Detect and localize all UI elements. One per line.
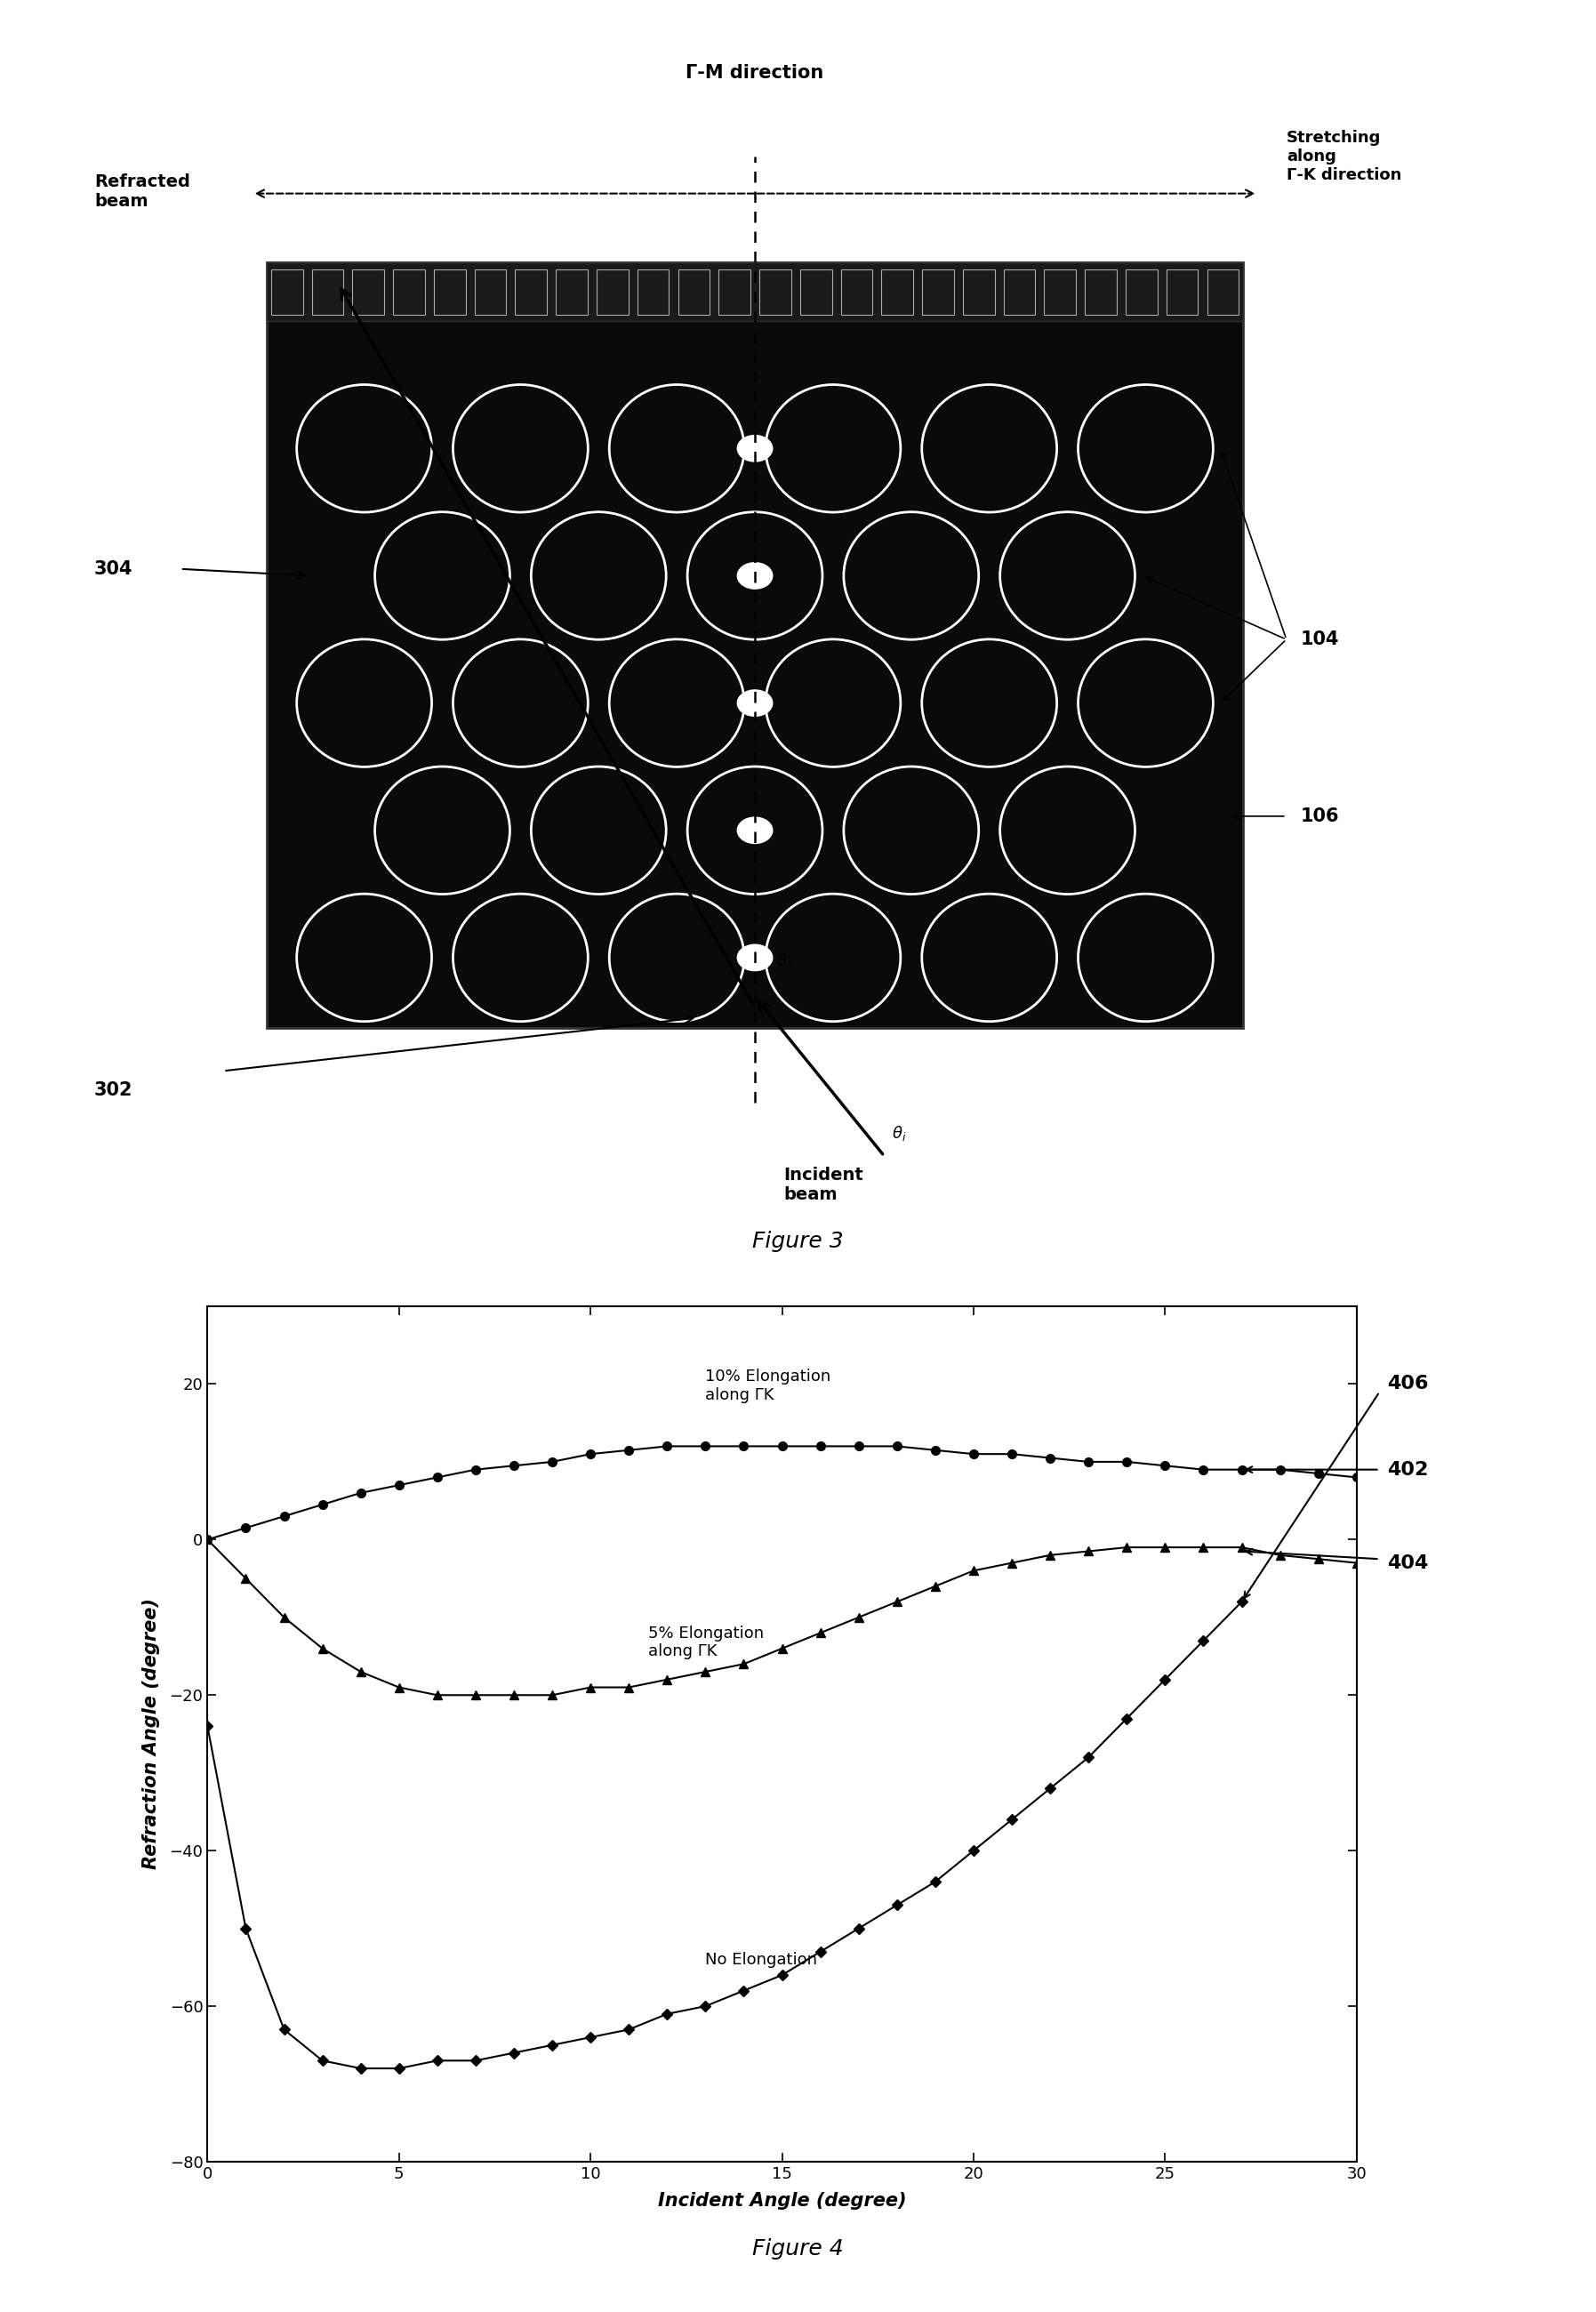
Bar — [1085, 268, 1117, 314]
Text: Refracted
beam: Refracted beam — [94, 173, 190, 210]
Circle shape — [737, 435, 772, 460]
Bar — [271, 268, 303, 314]
Text: Stretching
along
Γ-K direction: Stretching along Γ-K direction — [1286, 129, 1401, 183]
X-axis label: Incident Angle (degree): Incident Angle (degree) — [658, 2192, 907, 2210]
Bar — [1207, 268, 1238, 314]
Bar — [516, 268, 547, 314]
Y-axis label: Refraction Angle (degree): Refraction Angle (degree) — [142, 1598, 160, 1870]
Text: Incident
beam: Incident beam — [784, 1168, 863, 1202]
Bar — [718, 268, 750, 314]
Bar — [393, 268, 425, 314]
Bar — [434, 268, 466, 314]
Bar — [1167, 268, 1199, 314]
Bar — [267, 264, 1243, 1029]
Text: 104: 104 — [1301, 631, 1339, 647]
Bar — [962, 268, 994, 314]
Bar — [881, 268, 913, 314]
Text: 106: 106 — [1301, 807, 1339, 825]
Bar — [678, 268, 710, 314]
Bar — [841, 268, 873, 314]
Text: $\theta_i$: $\theta_i$ — [892, 1124, 907, 1142]
Bar — [1044, 268, 1076, 314]
Bar — [1125, 268, 1157, 314]
Text: Figure 3: Figure 3 — [752, 1230, 844, 1251]
Bar — [637, 268, 669, 314]
Text: 10% Elongation
along ΓK: 10% Elongation along ΓK — [705, 1369, 832, 1403]
Text: $\theta_r$: $\theta_r$ — [777, 950, 793, 971]
Text: 404: 404 — [1387, 1554, 1428, 1572]
Text: 5% Elongation
along ΓK: 5% Elongation along ΓK — [648, 1625, 763, 1660]
Bar — [1004, 268, 1036, 314]
Bar — [474, 268, 506, 314]
Text: No Elongation: No Elongation — [705, 1951, 817, 1968]
Text: Figure 4: Figure 4 — [752, 2238, 844, 2259]
Circle shape — [737, 691, 772, 717]
Text: 304: 304 — [94, 560, 132, 578]
Bar — [555, 268, 587, 314]
Bar — [922, 268, 954, 314]
Bar — [311, 268, 343, 314]
Circle shape — [737, 946, 772, 971]
Bar — [353, 268, 385, 314]
Bar — [267, 264, 1243, 321]
Text: 402: 402 — [1387, 1461, 1428, 1477]
Text: 406: 406 — [1387, 1376, 1428, 1392]
Text: Γ-M direction: Γ-M direction — [686, 65, 824, 81]
Circle shape — [737, 818, 772, 844]
Circle shape — [737, 564, 772, 590]
Bar — [597, 268, 629, 314]
Bar — [760, 268, 792, 314]
Bar — [800, 268, 832, 314]
Text: 302: 302 — [94, 1082, 132, 1098]
